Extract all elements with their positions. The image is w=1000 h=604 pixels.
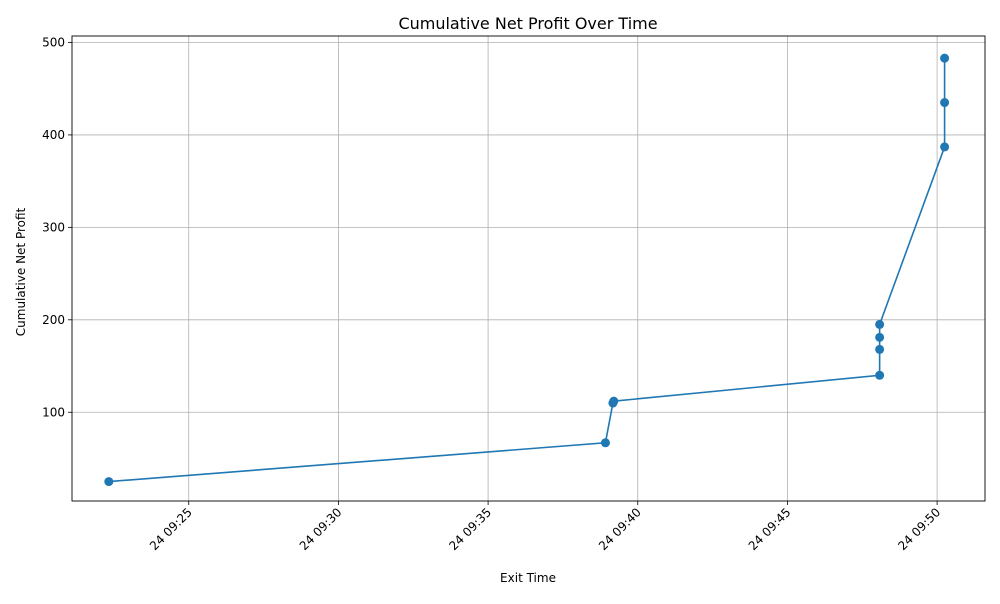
- x-tick-label: 24 09:30: [297, 505, 345, 553]
- x-tick-label: 24 09:25: [147, 505, 195, 553]
- y-axis-label: Cumulative Net Profit: [14, 207, 28, 336]
- data-point: [940, 53, 950, 63]
- data-point: [875, 370, 885, 380]
- data-point: [875, 332, 885, 342]
- data-point: [104, 477, 114, 487]
- x-tick-label: 24 09:35: [446, 505, 494, 553]
- plot-frame: [71, 35, 986, 502]
- grid-lines: [72, 36, 985, 501]
- y-tick-label: 400: [42, 128, 65, 142]
- x-tick-label: 24 09:40: [596, 505, 644, 553]
- y-tick-label: 100: [42, 405, 65, 419]
- chart-title: Cumulative Net Profit Over Time: [398, 14, 657, 33]
- x-tick-label: 24 09:50: [895, 505, 943, 553]
- series-line: [108, 58, 946, 483]
- y-tick-label: 200: [42, 313, 65, 327]
- x-tick-label: 24 09:45: [746, 505, 794, 553]
- data-point: [875, 344, 885, 354]
- data-point: [609, 396, 619, 406]
- series-layer: [104, 53, 950, 487]
- data-point: [875, 319, 885, 329]
- y-tick-label: 300: [42, 220, 65, 234]
- data-point: [940, 98, 950, 108]
- x-axis-label: Exit Time: [500, 571, 556, 585]
- data-point: [600, 438, 610, 448]
- data-point: [940, 142, 950, 152]
- y-tick-label: 500: [42, 35, 65, 49]
